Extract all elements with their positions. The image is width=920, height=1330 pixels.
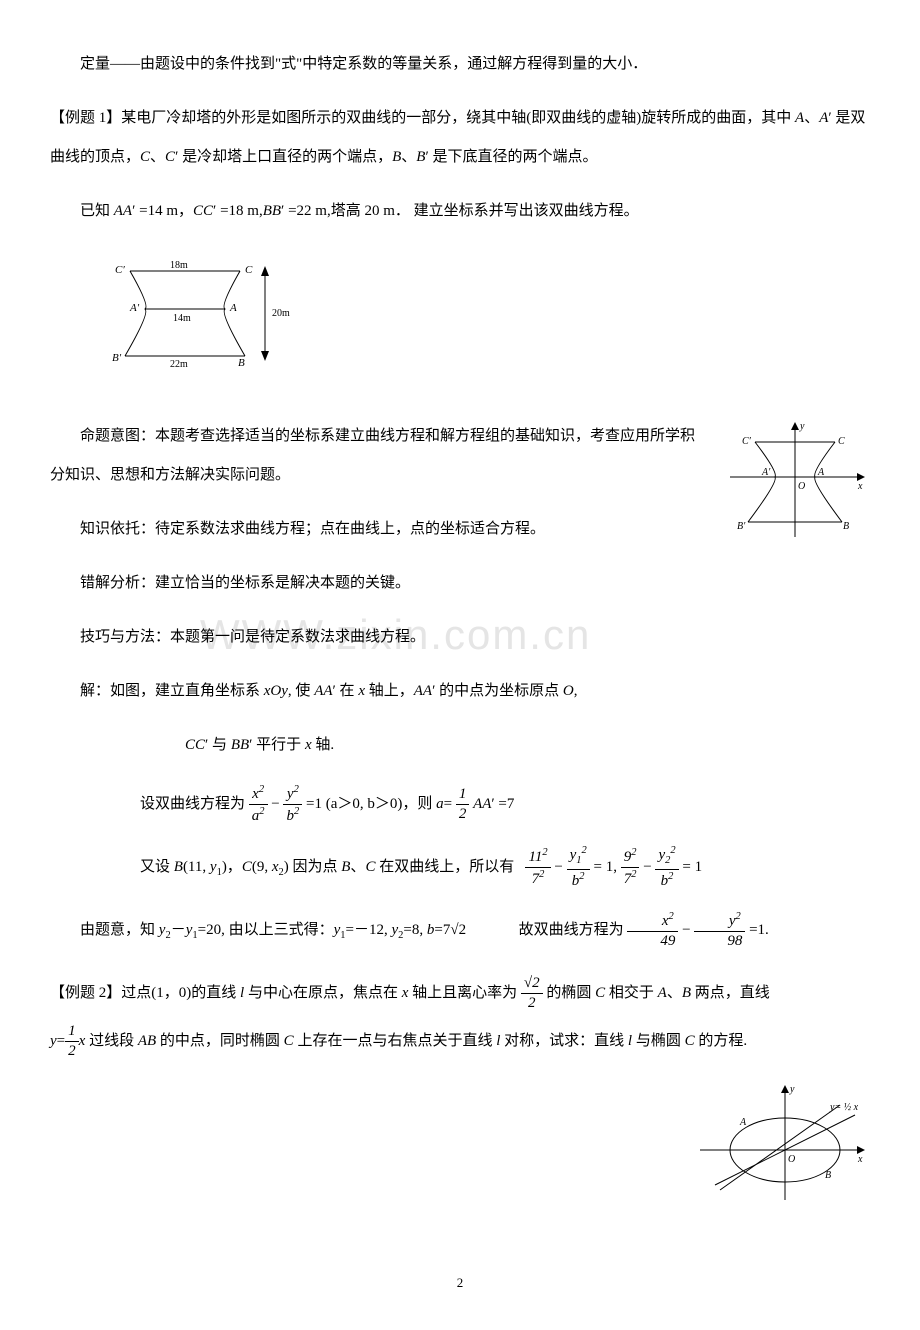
coordinate-hyperbola-diagram: x y C′ C A′ A B′ B O <box>720 417 870 563</box>
solution-line2: CC′ 与 BB′ 平行于 x 轴. <box>50 726 870 765</box>
svg-text:A: A <box>817 467 825 478</box>
ex2-tag: 【例题 2】 <box>50 985 121 1001</box>
svg-text:x: x <box>857 481 863 492</box>
svg-text:A: A <box>229 302 237 314</box>
svg-text:O: O <box>788 1154 795 1165</box>
solution-eq3: 由题意，知 y2－y1=20, 由以上三式得：y1=－12, y2=8, b=7… <box>50 906 870 954</box>
example2-statement: 【例题 2】过点(1，0)的直线 l 与中心在原点，焦点在 x 轴上且离心率为 … <box>50 969 870 1065</box>
svg-text:20m: 20m <box>272 308 290 319</box>
svg-text:y= ½ x: y= ½ x <box>829 1102 859 1113</box>
svg-text:C: C <box>838 436 845 447</box>
svg-text:y: y <box>799 421 805 432</box>
svg-text:B: B <box>843 521 849 532</box>
svg-text:C′: C′ <box>115 264 125 276</box>
page-number: 2 <box>50 1266 870 1300</box>
example1-given: 已知 AA′ =14 m，CC′ =18 m,BB′ =22 m,塔高 20 m… <box>50 192 870 231</box>
svg-text:x: x <box>857 1154 863 1165</box>
svg-text:O: O <box>798 481 805 492</box>
skill-line: 技巧与方法：本题第一问是待定系数法求曲线方程。 <box>50 618 870 657</box>
svg-text:C: C <box>245 264 253 276</box>
solution-eq1: 设双曲线方程为 x2a2 − y2b2 =1 (a＞0, b＞0)，则 a= 1… <box>50 780 870 828</box>
svg-text:B′: B′ <box>112 352 122 364</box>
svg-text:22m: 22m <box>170 359 188 370</box>
svg-text:A′: A′ <box>129 302 140 314</box>
mistake-line: 错解分析：建立恰当的坐标系是解决本题的关键。 <box>50 564 870 603</box>
svg-text:A′: A′ <box>761 467 771 478</box>
ex1-tag: 【例题 1】 <box>50 110 121 126</box>
intro-line: 定量——由题设中的条件找到"式"中特定系数的等量关系，通过解方程得到量的大小． <box>50 45 870 84</box>
svg-text:B′: B′ <box>737 521 746 532</box>
svg-text:C′: C′ <box>742 436 752 447</box>
svg-text:14m: 14m <box>173 313 191 324</box>
svg-text:18m: 18m <box>170 260 188 271</box>
ellipse-diagram: x y A B O y= ½ x <box>690 1080 870 1226</box>
svg-text:B: B <box>825 1170 831 1181</box>
solution-line1: 解：如图，建立直角坐标系 xOy, 使 AA′ 在 x 轴上，AA′ 的中点为坐… <box>50 672 870 711</box>
solution-eq2: 又设 B(11, y1)，C(9, x2) 因为点 B、C 在双曲线上，所以有 … <box>50 843 870 891</box>
cooling-tower-diagram: C′ C A′ A B′ B 18m 14m 22m 20m <box>110 251 870 397</box>
svg-text:A: A <box>739 1117 747 1128</box>
example1-statement: 【例题 1】某电厂冷却塔的外形是如图所示的双曲线的一部分，绕其中轴(即双曲线的虚… <box>50 99 870 177</box>
svg-text:y: y <box>789 1084 795 1095</box>
svg-text:B: B <box>238 357 245 369</box>
